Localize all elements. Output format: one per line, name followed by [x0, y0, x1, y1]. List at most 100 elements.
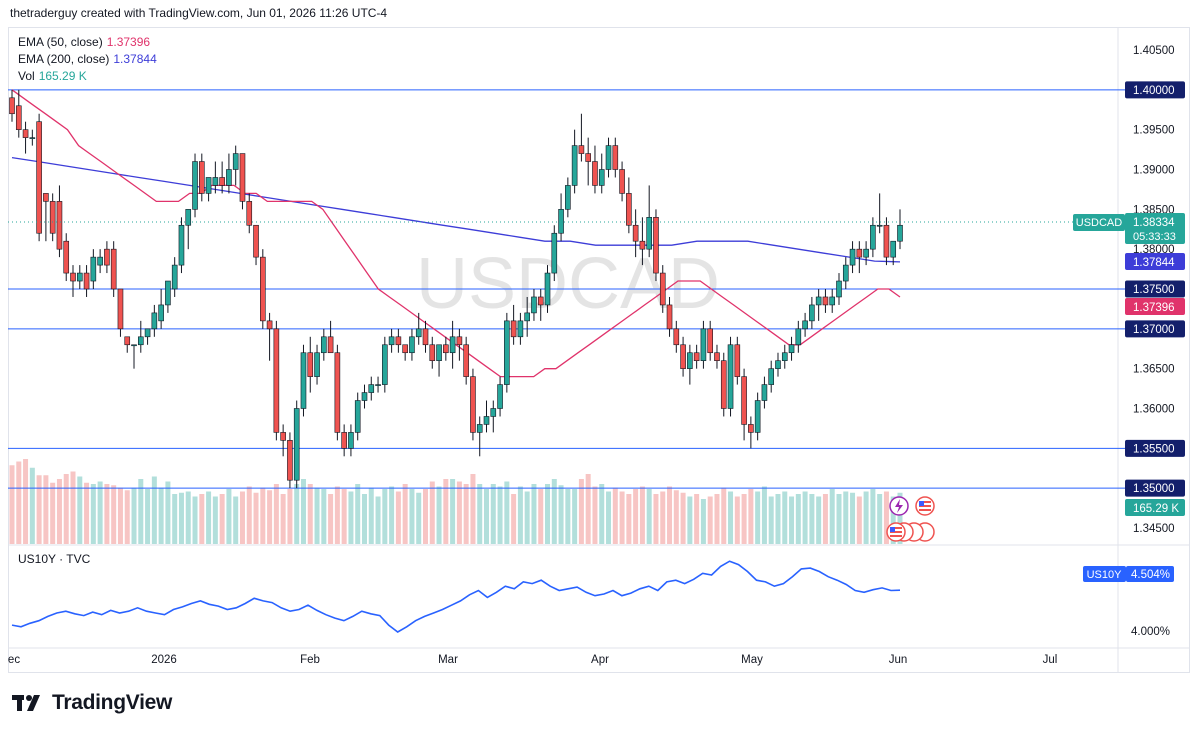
volume-bar [612, 487, 618, 544]
candle-body [775, 360, 781, 369]
volume-bar [578, 479, 584, 544]
candle-body [761, 384, 768, 401]
candle-body [558, 209, 564, 234]
time-tick-label: Jul [1043, 654, 1058, 666]
volume-bar [531, 484, 537, 544]
symbol-tag [1073, 214, 1125, 231]
volume-bar [795, 494, 801, 544]
price-tick-label: 1.36000 [1133, 404, 1175, 416]
legend-vol-value: 165.29 K [38, 69, 87, 83]
candle-body [483, 416, 490, 425]
volume-bar [287, 489, 293, 544]
candle-body [449, 336, 456, 354]
candle-body [456, 336, 463, 346]
us-flag-events-group-icon[interactable] [886, 522, 935, 542]
candle-body [368, 384, 375, 393]
candle-body [63, 240, 70, 274]
candle-body [734, 344, 741, 377]
candle-body [266, 320, 273, 330]
candle-body [117, 288, 124, 330]
volume-bar [111, 485, 117, 544]
volume-bar [70, 471, 76, 544]
candle-body [463, 344, 469, 377]
candle-body [720, 360, 727, 409]
volume-bar [782, 491, 788, 544]
level-tag-value: 1.40000 [1133, 85, 1175, 97]
candle-body [632, 224, 639, 242]
volume-bar [436, 486, 442, 544]
candle-body [626, 193, 632, 226]
volume-bar [77, 476, 83, 544]
volume-bar [90, 484, 96, 544]
volume-bar [260, 487, 266, 544]
candle-body [165, 280, 171, 306]
candle-body [700, 328, 707, 362]
candle-body [348, 432, 354, 449]
us-flag-event-icon[interactable] [915, 496, 935, 516]
level-tag [1125, 320, 1185, 338]
legend-ema200[interactable]: EMA (200, close) 1.37844 [18, 51, 157, 68]
tradingview-brand: TradingView [52, 691, 173, 714]
candle-body [897, 224, 903, 242]
volume-bar [307, 484, 313, 544]
candle-body [287, 440, 293, 481]
candle-body [680, 344, 686, 369]
volume-bar [199, 494, 205, 544]
volume-bar [890, 496, 896, 544]
candle-body [653, 217, 659, 274]
candle-body [36, 121, 42, 234]
volume-bar [748, 489, 754, 544]
volume-bar [545, 484, 551, 544]
legend-ema200-value: 1.37844 [113, 52, 157, 66]
volume-bar [63, 474, 69, 544]
candle-body [9, 97, 15, 115]
volume-bar [273, 484, 279, 544]
candle-body [43, 193, 49, 202]
candle-body [795, 328, 802, 346]
volume-bar [660, 491, 666, 544]
symbol-tag-text: USDCAD [1076, 217, 1123, 229]
horizontal-levels: 1.40000 1.37500 1.37000 1.35500 1.35000 [8, 81, 1185, 497]
price-tick-label: 1.39500 [1133, 125, 1175, 137]
header-attribution: thetraderguy created with TradingView.co… [10, 6, 388, 20]
volume-bar [470, 474, 476, 544]
lightning-event-icon[interactable] [889, 496, 909, 516]
price-tick-label: 1.40500 [1133, 45, 1175, 57]
indicator-legend: EMA (50, close) 1.37396 EMA (200, close) 1… [18, 34, 157, 85]
candle-body [314, 352, 320, 377]
candle-body [781, 352, 788, 362]
price-tick-label: 1.39000 [1133, 165, 1175, 177]
volume-bar [300, 479, 306, 544]
volume-bar [341, 489, 347, 544]
footer-logo[interactable]: TradingView [12, 691, 172, 715]
volume-bar [395, 491, 401, 544]
candle-body [151, 312, 158, 330]
volume-bar [646, 489, 652, 544]
candle-body [422, 328, 429, 346]
volume-bar [755, 491, 761, 544]
volume-bar [802, 491, 808, 544]
volume-bar [29, 467, 35, 544]
candle-body [639, 240, 646, 250]
candle-body [436, 344, 442, 361]
volume-bar [429, 481, 435, 544]
candle-body [83, 272, 90, 290]
time-tick-label: May [741, 654, 763, 666]
volume-bar [56, 479, 62, 544]
legend-vol[interactable]: Vol 165.29 K [18, 68, 157, 85]
legend-ema50[interactable]: EMA (50, close) 1.37396 [18, 34, 157, 51]
ema200-tag [1125, 253, 1185, 270]
volume-bar [206, 491, 212, 544]
candle-body [802, 320, 808, 330]
candle-body [856, 248, 863, 258]
candle-body [829, 296, 836, 306]
volume-bar [870, 489, 876, 544]
volume-bar [145, 489, 151, 544]
volume-bar [789, 496, 795, 544]
volume-bar [328, 494, 334, 544]
time-tick-label: Jun [889, 654, 908, 666]
chart-frame[interactable] [8, 27, 1190, 673]
volume-tag [1125, 499, 1185, 516]
candle-body [890, 240, 897, 258]
